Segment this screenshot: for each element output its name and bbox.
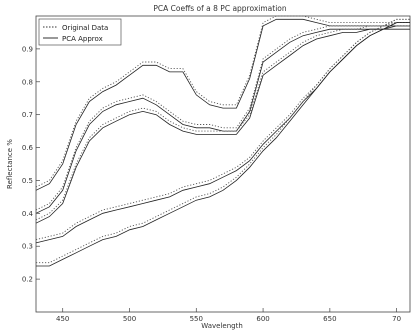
legend: Original Data PCA Approx (38, 18, 122, 46)
series-curve-3-solid (35, 28, 410, 224)
x-tick-label: 600 (256, 315, 269, 323)
legend-entry-approx: PCA Approx (62, 35, 103, 43)
plot-frame (35, 15, 411, 313)
series-curve-2-dotted (35, 22, 410, 211)
y-tick-label: 0.4 (22, 210, 34, 218)
y-tick-label: 0.8 (22, 78, 33, 86)
legend-entry-original: Original Data (62, 24, 108, 32)
series-curve-2-solid (35, 25, 410, 214)
legend-box (38, 18, 122, 46)
y-axis-label: Reflectance % (6, 139, 14, 189)
tick-layer: 450 500 550 600 650 70 0.2 0.3 0.4 0.5 0.6 0.7 0.8 0.… (22, 45, 401, 323)
x-tick-label: 450 (56, 315, 69, 323)
y-tick-label: 0.6 (22, 144, 34, 152)
x-tick-label: 500 (123, 315, 136, 323)
x-axis-label: Wavelength (201, 322, 243, 330)
series-curve-4-dotted (35, 18, 410, 241)
y-tick-label: 0.5 (22, 177, 33, 185)
series-curve-4-solid (35, 22, 410, 244)
y-tick-label: 0.9 (22, 45, 33, 53)
x-tick-label: 70 (392, 315, 401, 323)
series-curve-1-dotted (35, 15, 410, 188)
series-layer (35, 15, 410, 267)
y-tick-label: 0.7 (22, 111, 33, 119)
x-tick-label: 650 (323, 315, 336, 323)
y-tick-label: 0.3 (22, 243, 33, 251)
chart-title: PCA Coeffs of a 8 PC approximation (153, 4, 286, 13)
series-curve-5-dotted (36, 18, 410, 264)
x-tick-label: 550 (190, 315, 203, 323)
series-curve-5-solid (36, 22, 410, 267)
series-curve-3-dotted (35, 25, 410, 221)
y-tick-label: 0.2 (22, 276, 33, 284)
